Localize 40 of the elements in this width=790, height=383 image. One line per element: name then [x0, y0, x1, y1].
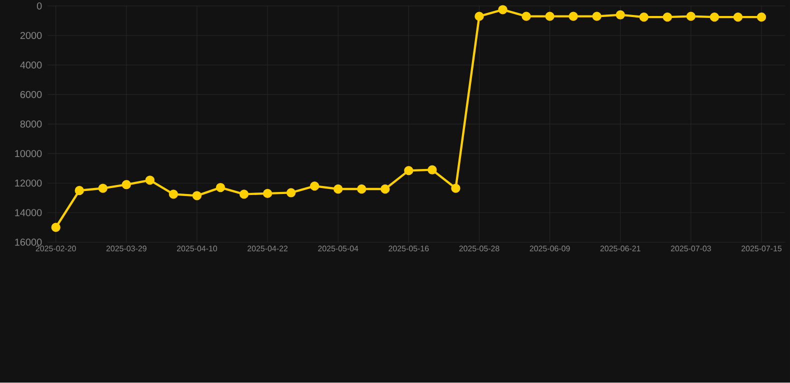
point	[239, 190, 249, 199]
point	[733, 12, 743, 22]
point	[145, 176, 155, 185]
y-tick-label: 2000	[20, 32, 42, 40]
point	[710, 12, 720, 22]
point	[122, 180, 131, 190]
point	[756, 12, 766, 22]
y-tick-label: 4000	[20, 62, 42, 69]
point	[216, 183, 226, 192]
point	[262, 189, 272, 198]
y-tick-label: 8000	[20, 120, 42, 128]
point	[592, 12, 602, 22]
point	[498, 5, 508, 14]
point	[357, 184, 366, 194]
y-tick-label: 10000	[15, 150, 42, 158]
point	[98, 184, 108, 194]
point	[192, 191, 202, 200]
point	[474, 12, 484, 22]
point	[428, 165, 437, 175]
point	[686, 12, 696, 22]
y-tick-label: 0	[36, 2, 42, 10]
y-tick-label: 6000	[20, 91, 42, 98]
y-tick-label: 12000	[15, 180, 42, 187]
point	[616, 10, 625, 20]
point	[404, 166, 414, 176]
point	[522, 12, 531, 22]
point	[74, 186, 84, 196]
y-tick-label: 16000	[15, 238, 42, 246]
point	[334, 184, 343, 194]
point	[662, 12, 672, 22]
point	[380, 184, 390, 194]
y-tick-label: 14000	[15, 209, 42, 216]
point	[168, 190, 178, 199]
point	[51, 222, 60, 232]
point	[639, 12, 648, 22]
point	[451, 184, 460, 194]
point	[286, 188, 296, 198]
point	[310, 182, 320, 191]
point	[568, 12, 578, 22]
point	[545, 12, 554, 22]
